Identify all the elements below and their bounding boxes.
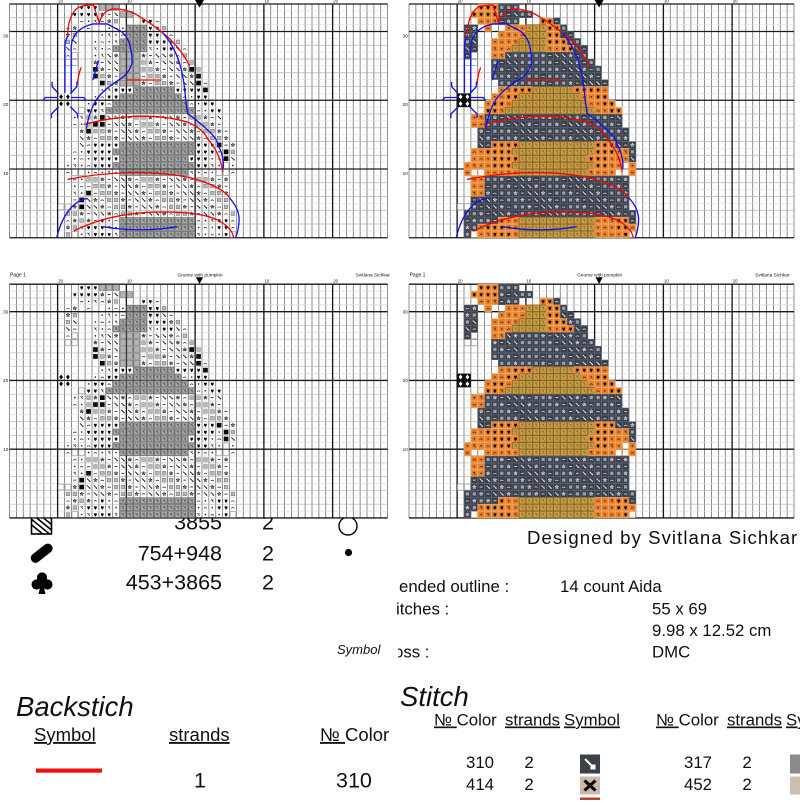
svg-text:20: 20 [3,378,9,383]
svg-text:10: 10 [127,0,132,4]
svg-text:Svitlana Sichkar: Svitlana Sichkar [755,273,790,279]
svg-text:20: 20 [3,102,9,107]
svg-text:10: 10 [664,279,669,284]
svg-text:30: 30 [403,309,409,314]
svg-text:10: 10 [265,279,270,284]
svg-text:20: 20 [733,0,738,4]
svg-text:№ Color: № Color [320,724,389,745]
svg-text:10: 10 [127,279,132,284]
svg-text:Symbol: Symbol [34,724,96,745]
svg-text:2: 2 [262,542,274,566]
svg-text:2: 2 [742,753,751,772]
svg-text:Gnome with pumpkin: Gnome with pumpkin [177,273,222,279]
svg-text:310: 310 [336,769,372,793]
svg-text:Designed by Svitlana Sichkar: Designed by Svitlana Sichkar [527,527,798,548]
svg-text:20: 20 [58,279,63,284]
svg-text:Svitlana Sichkar: Svitlana Sichkar [356,273,391,279]
svg-text:20: 20 [458,0,463,4]
svg-text:20: 20 [403,378,409,383]
svg-text:1: 1 [194,769,206,793]
svg-text:Page 1: Page 1 [410,273,426,279]
svg-text:Stitch: Stitch [400,681,469,712]
svg-text:10: 10 [265,0,270,4]
svg-text:20: 20 [58,0,63,4]
svg-text:30: 30 [403,33,409,38]
svg-text:strands: strands [505,711,560,730]
svg-text:20: 20 [458,279,463,284]
svg-text:Symbol: Symbol [337,642,381,657]
svg-text:20: 20 [403,102,409,107]
svg-text:30: 30 [3,33,9,38]
svg-text:ended outline :: ended outline : [399,577,509,596]
svg-text:strands: strands [169,724,230,745]
svg-text:30: 30 [3,309,9,314]
svg-text:10: 10 [403,447,409,452]
svg-text:310: 310 [466,753,494,772]
svg-text:strands: strands [727,711,782,730]
svg-text:Page 1: Page 1 [10,273,26,279]
svg-text:oss :: oss : [394,643,429,662]
svg-text:14 count Aida: 14 count Aida [560,577,662,596]
svg-text:itches :: itches : [396,600,449,619]
svg-text:2: 2 [524,775,533,794]
svg-text:20: 20 [333,279,338,284]
svg-text:Symbol: Symbol [564,711,620,730]
svg-text:2: 2 [524,753,533,772]
svg-text:Backstich: Backstich [16,691,134,722]
svg-text:10: 10 [527,0,532,4]
svg-text:452: 452 [684,775,712,794]
svg-text:№ Color: № Color [434,711,497,730]
svg-text:2: 2 [262,571,274,595]
svg-text:9.98 x 12.52 cm: 9.98 x 12.52 cm [652,621,771,640]
svg-text:10: 10 [3,447,9,452]
svg-text:10: 10 [527,279,532,284]
svg-text:2: 2 [262,511,274,535]
svg-text:414: 414 [466,775,494,794]
svg-text:453+3865: 453+3865 [126,571,222,595]
svg-text:Gnome with pumpkin: Gnome with pumpkin [577,273,622,279]
svg-text:20: 20 [733,279,738,284]
svg-text:Symbol: Symbol [786,711,800,730]
svg-text:317: 317 [684,753,712,772]
svg-text:10: 10 [3,171,9,176]
svg-text:DMC: DMC [652,643,690,662]
svg-text:10: 10 [664,0,669,4]
svg-text:№ Color: № Color [656,711,719,730]
svg-text:20: 20 [333,0,338,4]
svg-text:55 x 69: 55 x 69 [652,600,707,619]
svg-text:754+948: 754+948 [138,542,222,566]
svg-text:2: 2 [742,775,751,794]
svg-text:10: 10 [403,171,409,176]
